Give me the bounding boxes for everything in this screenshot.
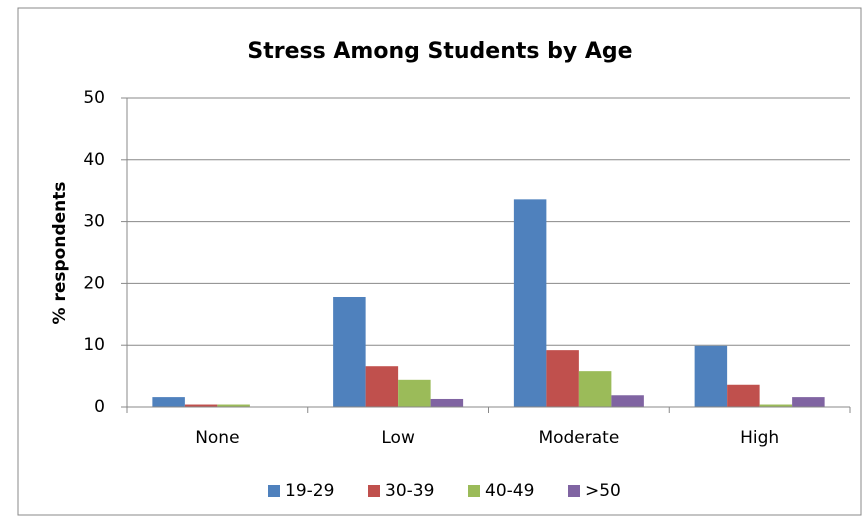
legend-label: >50 — [585, 481, 621, 501]
legend-swatch — [568, 485, 580, 497]
legend-label: 40-49 — [485, 481, 534, 501]
bar — [398, 379, 431, 407]
x-tick-label: None — [195, 428, 239, 448]
y-axis-label: % respondents — [50, 182, 70, 325]
x-tick-label: High — [740, 428, 779, 448]
bar — [365, 366, 399, 407]
bar — [546, 350, 579, 407]
y-tick-label: 10 — [83, 335, 105, 355]
bar — [333, 296, 366, 407]
legend-label: 30-39 — [385, 481, 434, 501]
y-tick-label: 50 — [83, 88, 105, 108]
legend-label: 19-29 — [285, 481, 334, 501]
legend-swatch — [368, 485, 380, 497]
y-tick-label: 40 — [83, 150, 105, 170]
bar — [727, 384, 760, 407]
bar — [513, 199, 547, 407]
chart-title: Stress Among Students by Age — [247, 39, 632, 64]
bar — [184, 404, 218, 407]
x-tick-label: Moderate — [538, 428, 619, 448]
bar — [792, 397, 825, 407]
y-tick-label: 30 — [83, 212, 105, 232]
y-tick-label: 0 — [94, 397, 105, 417]
bar — [217, 404, 250, 407]
legend-swatch — [468, 485, 480, 497]
chart-frame — [17, 7, 862, 516]
bar — [759, 404, 793, 407]
y-tick-label: 20 — [83, 273, 105, 293]
bar — [694, 345, 728, 407]
bar — [430, 398, 464, 407]
legend-swatch — [268, 485, 280, 497]
bar — [152, 397, 185, 407]
x-tick-label: Low — [381, 428, 415, 448]
bar — [578, 371, 612, 407]
bar — [611, 395, 644, 407]
